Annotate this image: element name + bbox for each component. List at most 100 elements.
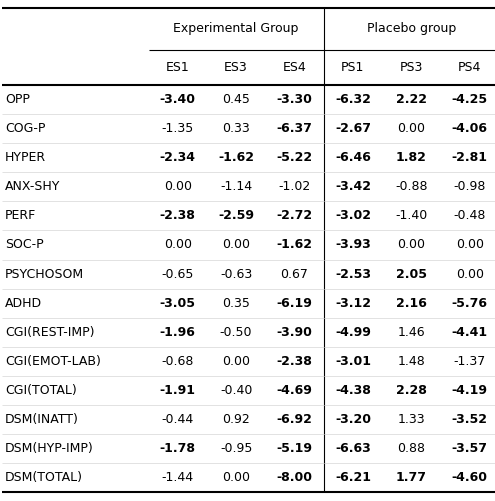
Text: PERF: PERF bbox=[5, 209, 36, 222]
Text: -1.37: -1.37 bbox=[453, 355, 486, 368]
Text: 0.00: 0.00 bbox=[164, 180, 192, 193]
Text: 1.82: 1.82 bbox=[396, 151, 427, 164]
Text: -1.62: -1.62 bbox=[218, 151, 254, 164]
Text: 0.35: 0.35 bbox=[222, 297, 250, 310]
Text: -4.38: -4.38 bbox=[335, 384, 371, 397]
Text: -4.25: -4.25 bbox=[452, 93, 488, 106]
Text: -3.40: -3.40 bbox=[160, 93, 196, 106]
Text: -3.52: -3.52 bbox=[452, 413, 488, 426]
Text: -3.42: -3.42 bbox=[335, 180, 371, 193]
Text: -5.76: -5.76 bbox=[452, 297, 488, 310]
Text: -1.14: -1.14 bbox=[220, 180, 252, 193]
Text: -0.68: -0.68 bbox=[161, 355, 194, 368]
Text: 1.46: 1.46 bbox=[397, 326, 425, 339]
Text: 1.77: 1.77 bbox=[396, 471, 427, 484]
Text: -3.93: -3.93 bbox=[335, 238, 371, 252]
Text: -2.38: -2.38 bbox=[277, 355, 312, 368]
Text: 0.88: 0.88 bbox=[397, 442, 425, 455]
Text: 0.92: 0.92 bbox=[222, 413, 250, 426]
Text: ANX-SHY: ANX-SHY bbox=[5, 180, 60, 193]
Text: -4.69: -4.69 bbox=[277, 384, 312, 397]
Text: -6.21: -6.21 bbox=[335, 471, 371, 484]
Text: -8.00: -8.00 bbox=[277, 471, 312, 484]
Text: -6.19: -6.19 bbox=[277, 297, 312, 310]
Text: -1.40: -1.40 bbox=[395, 209, 428, 222]
Text: -0.63: -0.63 bbox=[220, 268, 252, 281]
Text: PS1: PS1 bbox=[341, 61, 365, 74]
Text: -3.01: -3.01 bbox=[335, 355, 371, 368]
Text: -5.19: -5.19 bbox=[277, 442, 312, 455]
Text: DSM(INATT): DSM(INATT) bbox=[5, 413, 79, 426]
Text: 0.45: 0.45 bbox=[222, 93, 250, 106]
Text: -4.41: -4.41 bbox=[452, 326, 488, 339]
Text: ADHD: ADHD bbox=[5, 297, 42, 310]
Text: -3.02: -3.02 bbox=[335, 209, 371, 222]
Text: -4.99: -4.99 bbox=[335, 326, 371, 339]
Text: -1.44: -1.44 bbox=[162, 471, 194, 484]
Text: -3.57: -3.57 bbox=[452, 442, 488, 455]
Text: -1.02: -1.02 bbox=[278, 180, 311, 193]
Text: 0.00: 0.00 bbox=[456, 268, 484, 281]
Text: -5.22: -5.22 bbox=[277, 151, 312, 164]
Text: 2.05: 2.05 bbox=[396, 268, 427, 281]
Text: -0.48: -0.48 bbox=[453, 209, 486, 222]
Text: -0.40: -0.40 bbox=[220, 384, 252, 397]
Text: ES3: ES3 bbox=[224, 61, 248, 74]
Text: DSM(TOTAL): DSM(TOTAL) bbox=[5, 471, 83, 484]
Text: HYPER: HYPER bbox=[5, 151, 46, 164]
Text: -2.38: -2.38 bbox=[160, 209, 196, 222]
Text: -2.72: -2.72 bbox=[277, 209, 312, 222]
Text: -6.37: -6.37 bbox=[277, 122, 312, 135]
Text: -4.06: -4.06 bbox=[452, 122, 488, 135]
Text: -0.95: -0.95 bbox=[220, 442, 252, 455]
Text: OPP: OPP bbox=[5, 93, 30, 106]
Text: -4.19: -4.19 bbox=[452, 384, 488, 397]
Text: -0.44: -0.44 bbox=[161, 413, 194, 426]
Text: 1.48: 1.48 bbox=[397, 355, 425, 368]
Text: -3.05: -3.05 bbox=[160, 297, 196, 310]
Text: DSM(HYP-IMP): DSM(HYP-IMP) bbox=[5, 442, 94, 455]
Text: -6.92: -6.92 bbox=[277, 413, 312, 426]
Text: -1.78: -1.78 bbox=[160, 442, 196, 455]
Text: 0.33: 0.33 bbox=[222, 122, 250, 135]
Text: PS4: PS4 bbox=[458, 61, 482, 74]
Text: PSYCHOSOM: PSYCHOSOM bbox=[5, 268, 84, 281]
Text: 0.00: 0.00 bbox=[164, 238, 192, 252]
Text: -6.46: -6.46 bbox=[335, 151, 371, 164]
Text: 2.22: 2.22 bbox=[396, 93, 427, 106]
Text: -3.30: -3.30 bbox=[277, 93, 312, 106]
Text: -3.90: -3.90 bbox=[277, 326, 312, 339]
Text: -4.60: -4.60 bbox=[452, 471, 488, 484]
Text: Placebo group: Placebo group bbox=[367, 23, 456, 35]
Text: COG-P: COG-P bbox=[5, 122, 46, 135]
Text: 0.00: 0.00 bbox=[222, 355, 250, 368]
Text: -0.50: -0.50 bbox=[220, 326, 252, 339]
Text: -6.63: -6.63 bbox=[335, 442, 371, 455]
Text: 0.00: 0.00 bbox=[397, 238, 425, 252]
Text: 0.67: 0.67 bbox=[281, 268, 308, 281]
Text: -0.88: -0.88 bbox=[395, 180, 428, 193]
Text: -6.32: -6.32 bbox=[335, 93, 371, 106]
Text: -1.96: -1.96 bbox=[160, 326, 196, 339]
Text: -2.67: -2.67 bbox=[335, 122, 371, 135]
Text: ES1: ES1 bbox=[166, 61, 190, 74]
Text: -0.65: -0.65 bbox=[161, 268, 194, 281]
Text: Experimental Group: Experimental Group bbox=[173, 23, 299, 35]
Text: CGI(TOTAL): CGI(TOTAL) bbox=[5, 384, 77, 397]
Text: 0.00: 0.00 bbox=[397, 122, 425, 135]
Text: -3.12: -3.12 bbox=[335, 297, 371, 310]
Text: -1.62: -1.62 bbox=[277, 238, 312, 252]
Text: ES4: ES4 bbox=[283, 61, 306, 74]
Text: -2.53: -2.53 bbox=[335, 268, 371, 281]
Text: 2.28: 2.28 bbox=[396, 384, 427, 397]
Text: 0.00: 0.00 bbox=[222, 238, 250, 252]
Text: 2.16: 2.16 bbox=[396, 297, 427, 310]
Text: SOC-P: SOC-P bbox=[5, 238, 44, 252]
Text: -2.59: -2.59 bbox=[218, 209, 254, 222]
Text: -2.34: -2.34 bbox=[160, 151, 196, 164]
Text: 0.00: 0.00 bbox=[456, 238, 484, 252]
Text: PS3: PS3 bbox=[399, 61, 423, 74]
Text: 0.00: 0.00 bbox=[222, 471, 250, 484]
Text: 1.33: 1.33 bbox=[397, 413, 425, 426]
Text: -3.20: -3.20 bbox=[335, 413, 371, 426]
